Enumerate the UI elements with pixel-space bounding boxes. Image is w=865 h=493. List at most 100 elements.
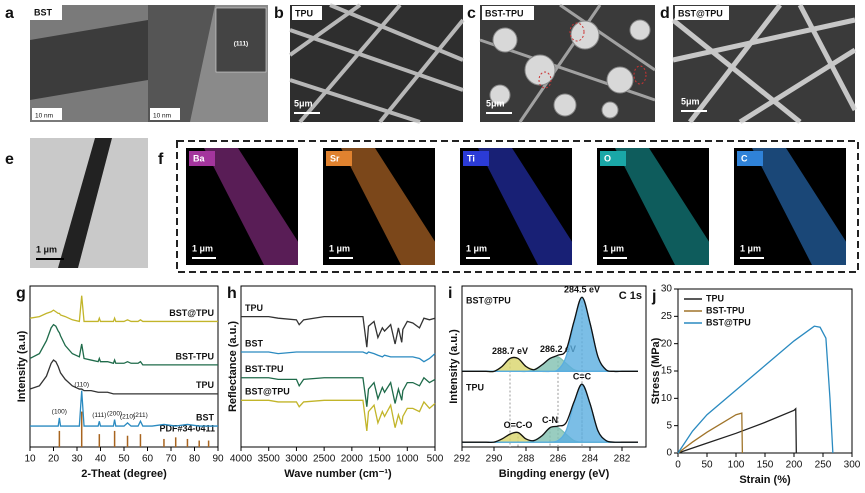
x-tick-label: 300 bbox=[844, 460, 861, 471]
legend-label: TPU bbox=[706, 293, 724, 303]
label-box bbox=[292, 6, 322, 20]
label-box bbox=[482, 6, 534, 20]
x-tick-label: 150 bbox=[757, 460, 774, 471]
peak-label: 286.2 eV bbox=[540, 344, 576, 354]
x-tick-label: 3000 bbox=[285, 454, 308, 465]
x-tick-label: 1500 bbox=[368, 454, 391, 465]
peak-label: 284.5 eV bbox=[564, 285, 600, 295]
scale-box bbox=[150, 108, 180, 120]
x-tick-label: 50 bbox=[118, 454, 130, 465]
inset bbox=[215, 7, 267, 73]
y-tick-label: 20 bbox=[661, 338, 673, 349]
peak-index: (110) bbox=[74, 381, 89, 388]
x-tick-label: 90 bbox=[212, 454, 224, 465]
y-tick-label: 5 bbox=[666, 420, 672, 431]
scale-box bbox=[32, 108, 62, 120]
series-label: BST-TPU bbox=[175, 351, 214, 361]
x-tick-label: 1000 bbox=[396, 454, 419, 465]
image-title: BST@TPU bbox=[678, 8, 723, 18]
map-signal bbox=[752, 148, 846, 265]
x-tick-label: 10 bbox=[24, 454, 36, 465]
series-line bbox=[29, 295, 218, 323]
y-tick-label: 30 bbox=[661, 284, 673, 295]
x-tick-label: 2500 bbox=[313, 454, 336, 465]
map-label-box bbox=[600, 151, 626, 166]
series-line bbox=[677, 325, 834, 454]
x-tick-label: 80 bbox=[189, 454, 201, 465]
panel-label: d bbox=[660, 5, 670, 22]
map-label: Ti bbox=[467, 153, 475, 163]
y-tick-label: 0 bbox=[666, 448, 672, 459]
panel-label: j bbox=[651, 288, 656, 305]
map-signal bbox=[204, 148, 298, 265]
y-tick-label: 25 bbox=[661, 311, 673, 322]
panel-label: b bbox=[274, 5, 284, 22]
y-axis-title: Reflectance (a.u.) bbox=[227, 321, 239, 412]
map-label-box bbox=[737, 151, 763, 166]
map-label: C bbox=[741, 153, 748, 163]
x-axis-title: Wave number (cm⁻¹) bbox=[284, 468, 392, 480]
series-label: TPU bbox=[466, 383, 484, 393]
map-label: Sr bbox=[330, 153, 340, 163]
plot-frame bbox=[240, 285, 436, 448]
panel-label: e bbox=[5, 151, 14, 168]
x-tick-label: 50 bbox=[701, 460, 713, 471]
x-tick-label: 20 bbox=[48, 454, 60, 465]
series-label: BST@TPU bbox=[245, 387, 290, 397]
peak-label: O=C-O bbox=[504, 420, 533, 430]
series-line bbox=[677, 407, 797, 454]
panel-label: a bbox=[5, 5, 14, 22]
panel-label: c bbox=[467, 5, 476, 22]
series-label: BST bbox=[245, 338, 264, 348]
series-label: BST-TPU bbox=[245, 364, 284, 374]
legend-label: BST-TPU bbox=[706, 305, 745, 315]
map-signal bbox=[478, 148, 572, 265]
x-tick-label: 4000 bbox=[230, 454, 253, 465]
scale-text: 10 nm bbox=[35, 113, 53, 120]
plot-frame bbox=[677, 288, 853, 454]
map-label-box bbox=[326, 151, 352, 166]
x-tick-label: 286 bbox=[550, 454, 567, 465]
scale-text: 1 μm bbox=[192, 243, 213, 253]
scale-text: 1 μm bbox=[36, 244, 57, 254]
legend-label: BST@TPU bbox=[706, 317, 751, 327]
y-axis-title: Intensity (a.u.) bbox=[448, 329, 460, 404]
label-box bbox=[30, 5, 62, 20]
series-line bbox=[241, 399, 436, 431]
x-tick-label: 292 bbox=[454, 454, 471, 465]
series-line bbox=[461, 296, 638, 373]
series-line bbox=[29, 323, 218, 366]
x-tick-label: 250 bbox=[815, 460, 832, 471]
peak-index: (211) bbox=[133, 412, 148, 419]
scale-text: 5μm bbox=[681, 96, 700, 106]
reference-label: PDF#34-0411 bbox=[159, 424, 215, 434]
x-tick-label: 200 bbox=[786, 460, 803, 471]
series-line bbox=[241, 351, 436, 363]
map-signal bbox=[615, 148, 709, 265]
peak-label: 288.7 eV bbox=[492, 346, 528, 356]
inset-label: (111) bbox=[234, 41, 248, 48]
scale-text: 1 μm bbox=[329, 243, 350, 253]
map-signal bbox=[341, 148, 435, 265]
series-label: TPU bbox=[196, 380, 214, 390]
series-line bbox=[30, 390, 218, 427]
peak-label: C-N bbox=[542, 415, 558, 425]
y-tick-label: 10 bbox=[661, 393, 673, 404]
y-tick-label: 15 bbox=[661, 366, 673, 377]
particles bbox=[489, 19, 651, 119]
x-axis-title: 2-Theat (degree) bbox=[81, 468, 167, 480]
x-tick-label: 500 bbox=[427, 454, 444, 465]
series-label: BST bbox=[196, 412, 215, 422]
y-axis-title: Stress (MPa) bbox=[650, 337, 662, 404]
series-label: TPU bbox=[245, 303, 263, 313]
series-label: BST@TPU bbox=[466, 296, 511, 306]
x-tick-label: 3500 bbox=[258, 454, 281, 465]
y-axis-title: Intensity (a.u) bbox=[16, 330, 28, 402]
fiber bbox=[30, 20, 148, 100]
scale-text: 1 μm bbox=[740, 243, 761, 253]
panel-label: f bbox=[158, 151, 164, 168]
x-tick-label: 284 bbox=[582, 454, 599, 465]
map-label-box bbox=[463, 151, 489, 166]
x-tick-label: 60 bbox=[142, 454, 154, 465]
